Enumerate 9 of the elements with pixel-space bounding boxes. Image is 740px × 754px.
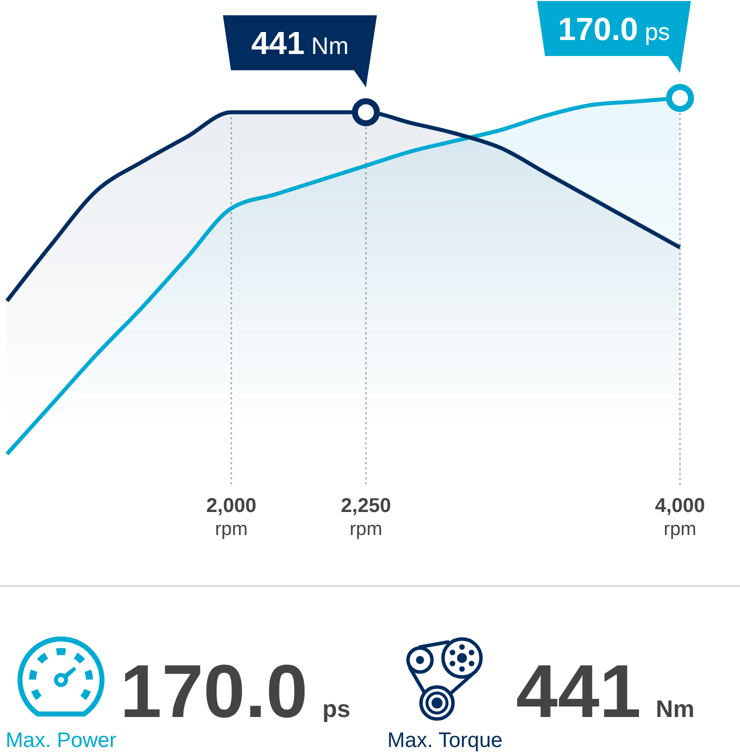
x-tick-label: 4,000 rpm <box>654 495 706 540</box>
annotation: 441 Nm <box>251 25 349 62</box>
x-tick-label: 2,000 rpm <box>206 495 256 540</box>
x-tick-label: 2,250 rpm <box>340 495 391 540</box>
annotation: 170.0 ps <box>558 11 670 47</box>
text: 170.0 ps <box>120 649 350 733</box>
text: 441 Nm <box>516 649 694 733</box>
text: Max. Torque <box>387 729 503 752</box>
text: Max. Power <box>6 729 116 752</box>
